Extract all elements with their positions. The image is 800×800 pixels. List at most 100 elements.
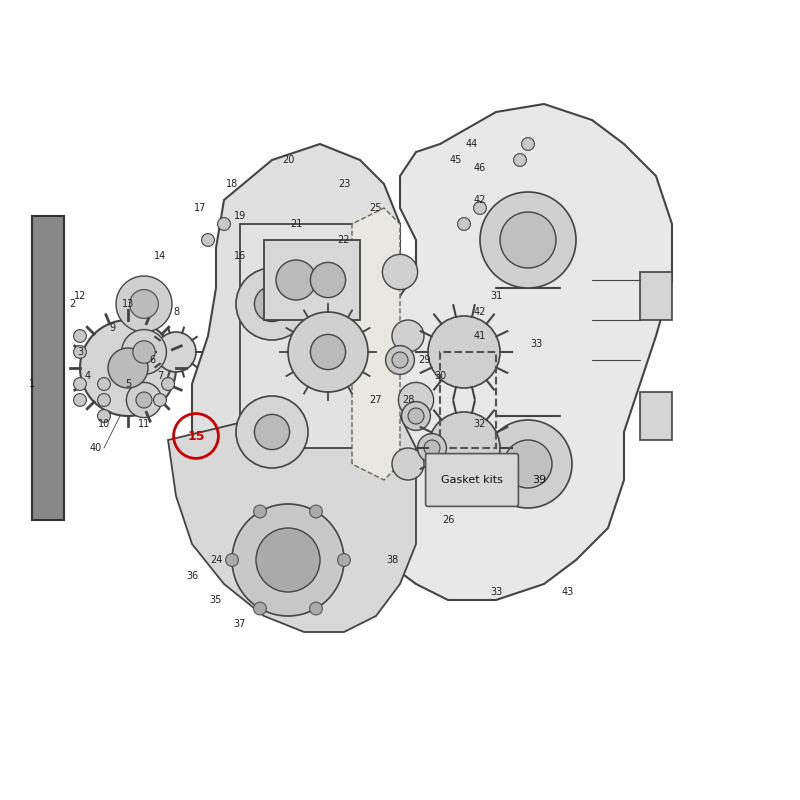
Text: 24: 24 — [210, 555, 222, 565]
Circle shape — [126, 382, 162, 418]
Circle shape — [98, 410, 110, 422]
Circle shape — [98, 378, 110, 390]
Circle shape — [162, 378, 174, 390]
Circle shape — [236, 268, 308, 340]
Text: 39: 39 — [532, 475, 546, 485]
Circle shape — [386, 346, 414, 374]
Circle shape — [480, 192, 576, 288]
Circle shape — [500, 212, 556, 268]
Circle shape — [418, 434, 446, 462]
Text: 45: 45 — [450, 155, 462, 165]
Circle shape — [522, 138, 534, 150]
Text: 36: 36 — [186, 571, 198, 581]
Circle shape — [392, 448, 424, 480]
Text: 31: 31 — [490, 291, 502, 301]
Circle shape — [276, 260, 316, 300]
Circle shape — [130, 290, 158, 318]
Circle shape — [428, 316, 500, 388]
Text: 23: 23 — [338, 179, 350, 189]
Text: 35: 35 — [210, 595, 222, 605]
Text: 37: 37 — [234, 619, 246, 629]
Text: 14: 14 — [154, 251, 166, 261]
Text: 2: 2 — [69, 299, 75, 309]
Text: 33: 33 — [530, 339, 542, 349]
Circle shape — [74, 378, 86, 390]
Circle shape — [310, 505, 322, 518]
Text: 22: 22 — [338, 235, 350, 245]
Text: 32: 32 — [474, 419, 486, 429]
Text: 42: 42 — [474, 195, 486, 205]
Circle shape — [116, 276, 172, 332]
Text: 10: 10 — [98, 419, 110, 429]
Text: 28: 28 — [402, 395, 414, 405]
Text: 5: 5 — [125, 379, 131, 389]
Text: 3: 3 — [77, 347, 83, 357]
Circle shape — [98, 394, 110, 406]
Circle shape — [74, 346, 86, 358]
FancyBboxPatch shape — [426, 454, 518, 506]
Polygon shape — [168, 392, 416, 632]
Circle shape — [310, 602, 322, 615]
Text: 1: 1 — [29, 379, 35, 389]
Circle shape — [108, 348, 148, 388]
Text: 21: 21 — [290, 219, 302, 229]
Circle shape — [122, 330, 166, 374]
Circle shape — [74, 330, 86, 342]
Circle shape — [392, 320, 424, 352]
Circle shape — [458, 218, 470, 230]
Polygon shape — [352, 104, 672, 600]
Text: 33: 33 — [490, 587, 502, 597]
Circle shape — [226, 554, 238, 566]
Circle shape — [74, 394, 86, 406]
Circle shape — [408, 408, 424, 424]
Text: 38: 38 — [386, 555, 398, 565]
Text: 7: 7 — [157, 371, 163, 381]
Circle shape — [133, 341, 155, 363]
Circle shape — [154, 394, 166, 406]
Text: 18: 18 — [226, 179, 238, 189]
Bar — [640, 272, 672, 320]
Circle shape — [338, 554, 350, 566]
Circle shape — [402, 402, 430, 430]
Bar — [640, 392, 672, 440]
Text: 41: 41 — [474, 331, 486, 341]
Text: 15: 15 — [187, 430, 205, 442]
Circle shape — [310, 262, 346, 298]
Circle shape — [310, 334, 346, 370]
Text: 8: 8 — [173, 307, 179, 317]
Circle shape — [236, 396, 308, 468]
Circle shape — [424, 440, 440, 456]
Text: 44: 44 — [466, 139, 478, 149]
Text: 43: 43 — [562, 587, 574, 597]
Circle shape — [80, 320, 176, 416]
Circle shape — [254, 602, 266, 615]
Circle shape — [254, 505, 266, 518]
Text: 19: 19 — [234, 211, 246, 221]
Circle shape — [504, 440, 552, 488]
Polygon shape — [32, 216, 64, 520]
Bar — [240, 224, 392, 448]
Circle shape — [202, 234, 214, 246]
Text: 26: 26 — [442, 515, 454, 525]
Text: 6: 6 — [149, 355, 155, 365]
Circle shape — [474, 202, 486, 214]
Circle shape — [398, 382, 434, 418]
Text: 16: 16 — [234, 251, 246, 261]
Circle shape — [428, 412, 500, 484]
Polygon shape — [352, 208, 400, 480]
Ellipse shape — [232, 504, 344, 616]
Polygon shape — [192, 144, 400, 536]
Circle shape — [256, 528, 320, 592]
Circle shape — [218, 218, 230, 230]
Circle shape — [484, 420, 572, 508]
Text: 42: 42 — [474, 307, 486, 317]
Circle shape — [392, 352, 408, 368]
Text: 11: 11 — [138, 419, 150, 429]
Circle shape — [136, 392, 152, 408]
Circle shape — [254, 286, 290, 322]
Text: 4: 4 — [85, 371, 91, 381]
Circle shape — [514, 154, 526, 166]
Circle shape — [288, 312, 368, 392]
Text: 40: 40 — [90, 443, 102, 453]
Circle shape — [382, 254, 418, 290]
